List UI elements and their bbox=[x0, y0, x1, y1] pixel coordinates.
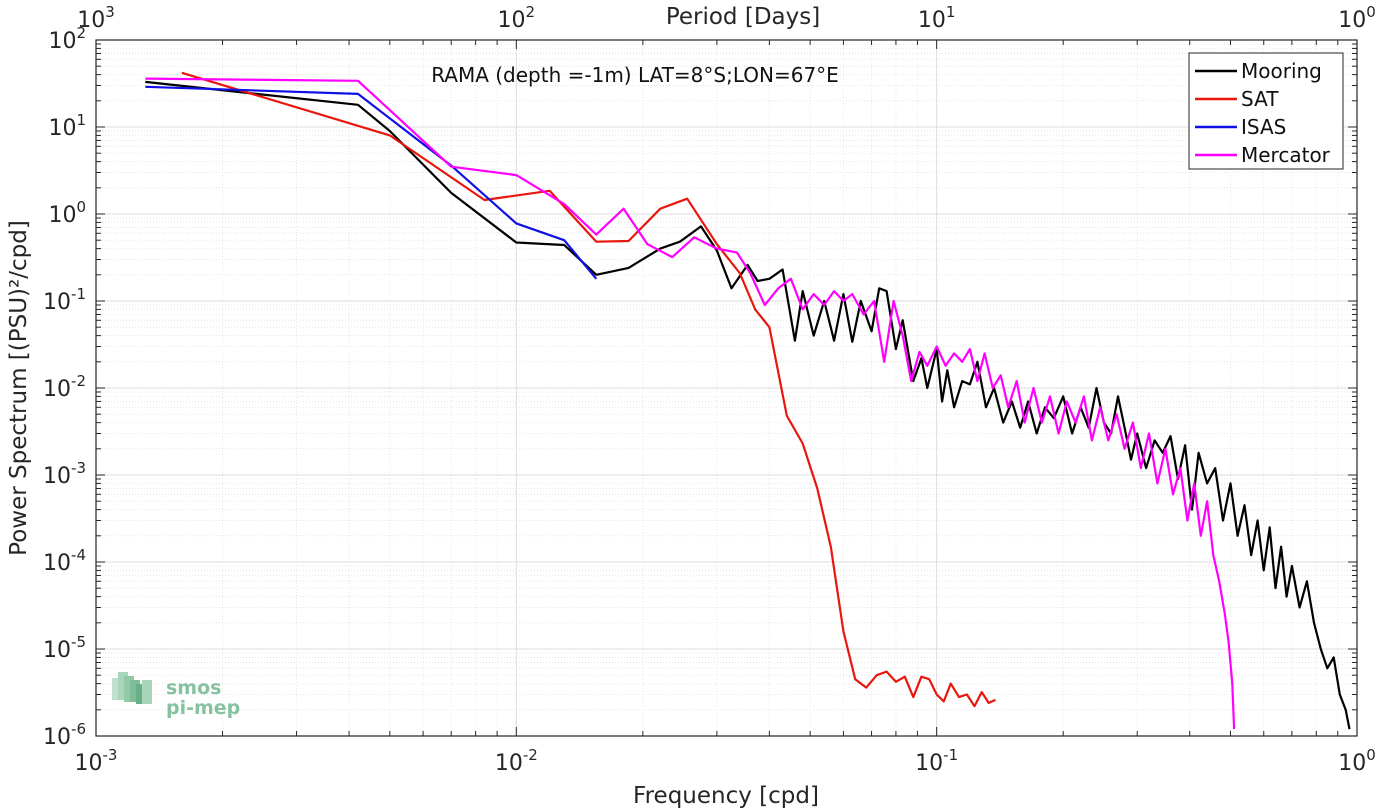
axis-ticks bbox=[95, 39, 1358, 737]
y-tick-label: 10-6 bbox=[43, 720, 86, 750]
y-tick-label: 101 bbox=[48, 111, 86, 141]
y-tick-label-base: 10 bbox=[43, 464, 71, 489]
logo-text-pimep: pi-mep bbox=[166, 697, 240, 719]
x-tick-label-base: 10 bbox=[75, 751, 103, 776]
x-tick-label-base: 10 bbox=[1338, 751, 1366, 776]
smos-pi-mep-logo: smos pi-mep bbox=[112, 672, 240, 719]
y-tick-label-base: 10 bbox=[43, 725, 71, 750]
top-tick-label-exponent: 0 bbox=[1366, 3, 1376, 21]
y-tick-label: 100 bbox=[48, 198, 86, 228]
y-tick-label-base: 10 bbox=[48, 203, 76, 228]
y-tick-label: 10-1 bbox=[43, 285, 86, 315]
y-tick-label: 102 bbox=[48, 24, 86, 54]
y-tick-label-base: 10 bbox=[43, 551, 71, 576]
top-tick-label-base: 10 bbox=[1338, 8, 1366, 33]
series-line-isas bbox=[145, 85, 598, 280]
x-tick-label-base: 10 bbox=[915, 751, 943, 776]
y-tick-label-exponent: 2 bbox=[76, 24, 86, 42]
y-tick-label: 10-2 bbox=[43, 372, 86, 402]
legend-items: Mooring SAT ISAS Mercator bbox=[1195, 59, 1331, 167]
y-tick-label-exponent: -2 bbox=[71, 372, 86, 390]
y-tick-label-exponent: -5 bbox=[71, 633, 86, 651]
x-tick-label-exponent: -2 bbox=[523, 746, 538, 764]
y-tick-label-base: 10 bbox=[48, 116, 76, 141]
series-line-mooring bbox=[145, 80, 1351, 730]
y-tick-label-base: 10 bbox=[48, 29, 76, 54]
logo-text-smos: smos bbox=[166, 677, 221, 699]
y-tick-label-exponent: 0 bbox=[76, 198, 86, 216]
y-tick-label: 10-3 bbox=[43, 459, 86, 489]
top-tick-label-base: 10 bbox=[498, 8, 526, 33]
top-tick-label-exponent: 2 bbox=[526, 3, 536, 21]
y-tick-label-exponent: -1 bbox=[71, 285, 86, 303]
series-layer bbox=[145, 71, 1351, 730]
top-tick-label: 101 bbox=[918, 3, 956, 33]
x-tick-label-exponent: -1 bbox=[943, 746, 958, 764]
top-tick-label-base: 10 bbox=[77, 8, 105, 33]
x-axis-label: Frequency [cpd] bbox=[633, 783, 819, 809]
y-tick-label-exponent: -4 bbox=[71, 546, 86, 564]
y-tick-label: 10-4 bbox=[43, 546, 86, 576]
top-tick-label: 100 bbox=[1338, 3, 1376, 33]
y-tick-label-exponent: 1 bbox=[76, 111, 86, 129]
x-tick-label-exponent: -3 bbox=[103, 746, 118, 764]
chart-title: RAMA (depth =-1m) LAT=8°S;LON=67°E bbox=[431, 63, 839, 87]
x-tick-label-exponent: 0 bbox=[1366, 746, 1376, 764]
x-tick-label: 10-3 bbox=[75, 746, 118, 776]
top-tick-label: 103 bbox=[77, 3, 115, 33]
top-axis-label: Period [Days] bbox=[666, 4, 820, 30]
top-tick-label: 102 bbox=[498, 3, 536, 33]
y-tick-label-exponent: -6 bbox=[71, 720, 86, 738]
legend-label-mooring: Mooring bbox=[1241, 59, 1322, 83]
y-tick-label-base: 10 bbox=[43, 638, 71, 663]
legend: Mooring SAT ISAS Mercator bbox=[1188, 52, 1344, 170]
legend-label-mercator: Mercator bbox=[1241, 143, 1331, 167]
top-tick-label-exponent: 3 bbox=[105, 3, 115, 21]
x-tick-label: 10-1 bbox=[915, 746, 958, 776]
x-tick-label-base: 10 bbox=[495, 751, 523, 776]
x-tick-label: 100 bbox=[1338, 746, 1376, 776]
x-tick-label: 10-2 bbox=[495, 746, 538, 776]
legend-label-sat: SAT bbox=[1241, 87, 1279, 111]
top-tick-label-exponent: 1 bbox=[946, 3, 956, 21]
top-tick-label-base: 10 bbox=[918, 8, 946, 33]
legend-box bbox=[1188, 52, 1344, 170]
series-line-sat bbox=[181, 71, 996, 708]
y-axis-label: Power Spectrum [(PSU)²/cpd] bbox=[6, 220, 32, 556]
y-tick-label-base: 10 bbox=[43, 377, 71, 402]
legend-label-isas: ISAS bbox=[1241, 115, 1286, 139]
series-line-mercator bbox=[145, 77, 1236, 730]
y-tick-label: 10-5 bbox=[43, 633, 86, 663]
y-tick-label-exponent: -3 bbox=[71, 459, 86, 477]
y-tick-label-base: 10 bbox=[43, 290, 71, 315]
